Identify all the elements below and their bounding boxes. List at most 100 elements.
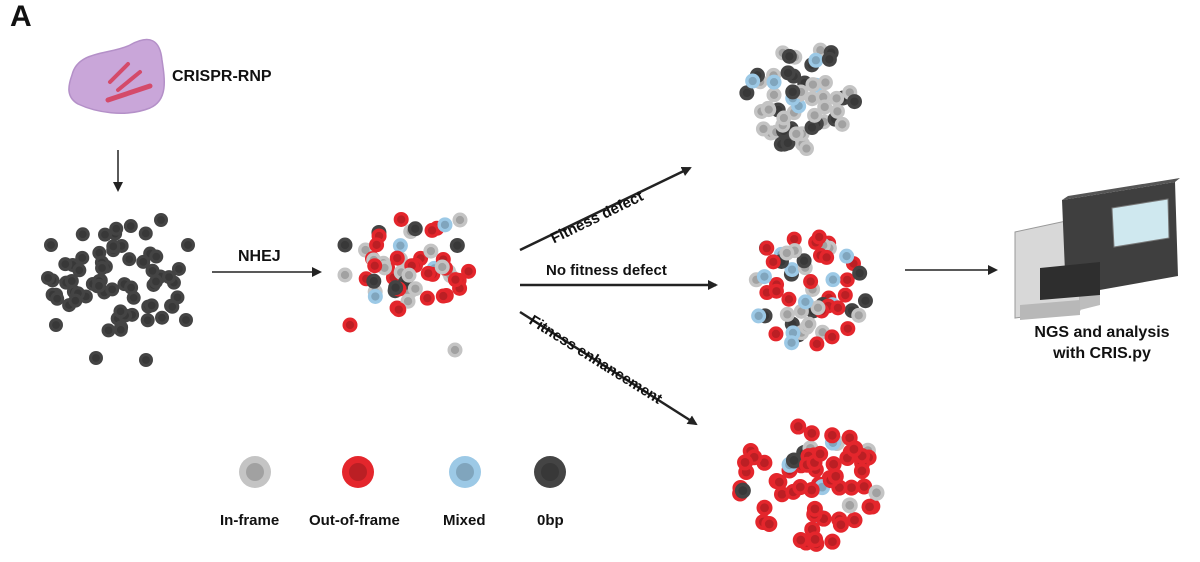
fitness-defect-cluster-cell [808,52,824,68]
no-fitness-defect-cluster-cell [809,336,825,352]
initial-cluster-cell [98,227,113,242]
initial-cluster-cell [140,313,155,328]
initial-cluster-cell [49,318,63,332]
no-fitness-defect-cluster-cell [852,265,868,281]
no-fitness-defect-cluster-cell [796,253,812,269]
legend-swatch-mixed [449,456,481,488]
no-fitness-defect-cluster-cell [784,262,800,278]
fitness-enhancement-cluster-cell [812,445,829,462]
no-fitness-defect-label: No fitness defect [546,262,667,279]
initial-cluster-cell [106,239,121,254]
fitness-enhancement-cluster-cell [792,532,809,549]
fitness-defect-cluster-cell [785,84,801,100]
sequencer-label: NGS and analysis with CRIS.py [1012,322,1192,364]
fitness-enhancement-cluster-cell [845,441,862,458]
crispr-rnp-label: CRISPR-RNP [172,68,272,85]
edited-cluster-cell [388,280,404,296]
initial-cluster-cell [58,257,73,272]
edited-cluster-cell [367,288,383,304]
fitness-defect-cluster-cell [804,120,820,136]
fitness-defect-cluster-cell [761,102,777,118]
initial-cluster-cell [155,310,170,325]
legend-out-of-frame-label: Out-of-frame [309,512,400,529]
fitness-enhancement-cluster-cell [771,474,788,491]
legend-swatch-out-of-frame [342,456,374,488]
fitness-defect-cluster-cell [817,99,833,115]
fitness-enhancement-cluster-cell [861,498,878,515]
fitness-defect-cluster-cell [739,85,755,101]
no-fitness-defect-cluster-cell [824,329,840,345]
fitness-defect-cluster-cell [755,121,771,137]
fitness-defect-cluster-cell [821,51,837,67]
fitness-enhancement-cluster-cell [824,427,841,444]
legend-swatch-in-frame [239,456,271,488]
no-fitness-defect-cluster-cell [840,321,856,337]
fitness-defect-cluster-cell [766,87,782,103]
edited-cluster-cell [423,243,439,259]
no-fitness-defect-cluster-cell [839,272,855,288]
initial-cluster-cell [113,304,128,319]
edited-cluster-cell [449,237,465,253]
edited-cluster-cell [389,250,405,266]
no-fitness-defect-cluster-cell [779,306,795,322]
fitness-enhancement-cluster-cell [825,456,842,473]
initial-cluster-cell [64,274,79,289]
initial-cluster-cell [105,282,120,297]
edited-cluster-cell [461,263,477,279]
initial-cluster-cell [136,254,151,269]
nhej-label: NHEJ [238,248,281,265]
sequencer-label-line1: NGS and analysis [1034,324,1170,341]
fitness-defect-cluster-cell [834,116,850,132]
fitness-enhancement-cluster-cell [792,479,809,496]
initial-cluster-cell [181,238,195,252]
no-fitness-defect-cluster-cell [797,294,813,310]
fitness-defect-cluster-cell [766,74,782,90]
edited-cluster-cell [391,302,407,318]
fitness-defect-cluster-cell [805,77,821,93]
edited-cluster-cell [366,273,382,289]
panel-label: A [10,0,32,33]
fitness-enhancement-cluster-cell [756,499,773,516]
initial-cluster-cell [89,351,103,365]
fitness-enhancement-cluster-cell [868,484,885,501]
initial-cluster-cell [113,322,128,337]
legend-in-frame-label: In-frame [220,512,280,529]
edited-cluster-cell [419,290,435,306]
edited-cluster-cell [452,212,468,228]
fitness-defect-cluster-cell [781,48,797,64]
no-fitness-defect-cluster-cell [765,254,781,270]
no-fitness-defect-cluster-cell [851,307,867,323]
no-fitness-defect-cluster-cell [803,274,819,290]
edited-cluster-cell [424,222,440,238]
edited-cluster-cell [437,217,453,233]
edited-cluster-cell [393,211,409,227]
fitness-enhancement-cluster-cell [785,452,802,469]
fitness-defect-cluster-cell [804,91,820,107]
edited-cluster-cell [447,342,463,358]
no-fitness-defect-cluster-cell [786,231,802,247]
fitness-defect-cluster-cell [788,126,804,142]
initial-cluster-cell [75,250,90,265]
no-fitness-defect-cluster-cell [781,291,797,307]
legend-0bp-label: 0bp [537,512,564,529]
fitness-enhancement-cluster-cell [824,533,841,550]
no-fitness-defect-cluster-cell [830,300,846,316]
fitness-defect-cluster-cell [780,65,796,81]
initial-cluster-cell [144,298,159,313]
edited-cluster-cell [337,267,353,283]
initial-cluster-cell [124,280,139,295]
edited-cluster-cell [420,265,436,281]
edited-cluster-cell [392,238,408,254]
initial-cluster-cell [139,353,153,367]
no-fitness-defect-cluster-cell [811,229,827,245]
initial-cluster-cell [91,278,106,293]
initial-cluster-cell [95,261,110,276]
fitness-enhancement-cluster-cell [846,512,863,529]
fitness-defect-cluster-cell [846,94,862,110]
initial-cluster-cell [148,274,163,289]
fitness-enhancement-cluster-cell [734,482,751,499]
no-fitness-defect-cluster-cell [825,272,841,288]
edited-cluster-cell [434,259,450,275]
initial-cluster-cell [50,291,65,306]
